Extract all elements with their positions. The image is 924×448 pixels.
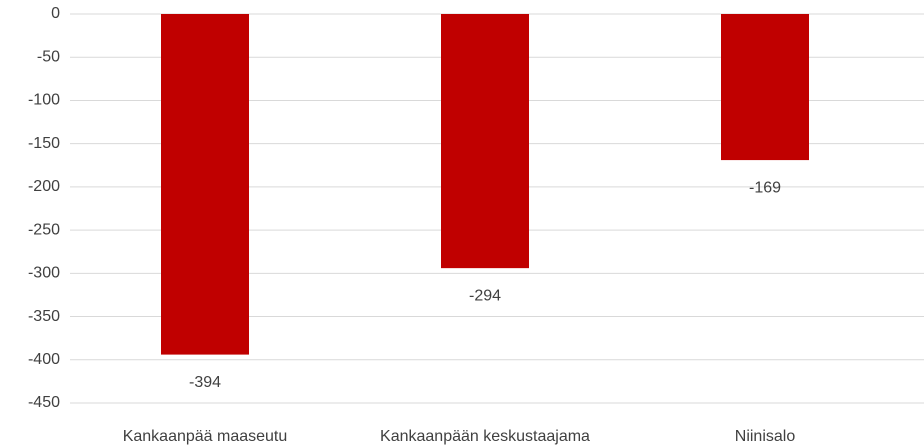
x-tick-label: Kankaanpään keskustaajama	[380, 428, 590, 445]
bar	[721, 14, 809, 161]
y-tick-label: -150	[28, 135, 60, 152]
bar	[161, 14, 249, 355]
y-tick-label: -100	[28, 92, 60, 109]
y-tick-label: -350	[28, 308, 60, 325]
y-tick-label: -450	[28, 394, 60, 411]
y-tick-label: -50	[37, 48, 60, 65]
x-tick-label: Kankaanpää maaseutu	[123, 428, 288, 445]
y-tick-label: -300	[28, 265, 60, 282]
x-tick-label: Niinisalo	[735, 428, 796, 445]
y-tick-label: -250	[28, 221, 60, 238]
y-tick-label: -200	[28, 178, 60, 195]
data-label: -169	[749, 179, 781, 196]
y-tick-label: -400	[28, 351, 60, 368]
bar	[441, 14, 529, 269]
y-tick-label: 0	[51, 5, 60, 22]
data-label: -294	[469, 287, 501, 304]
data-label: -394	[189, 374, 221, 391]
